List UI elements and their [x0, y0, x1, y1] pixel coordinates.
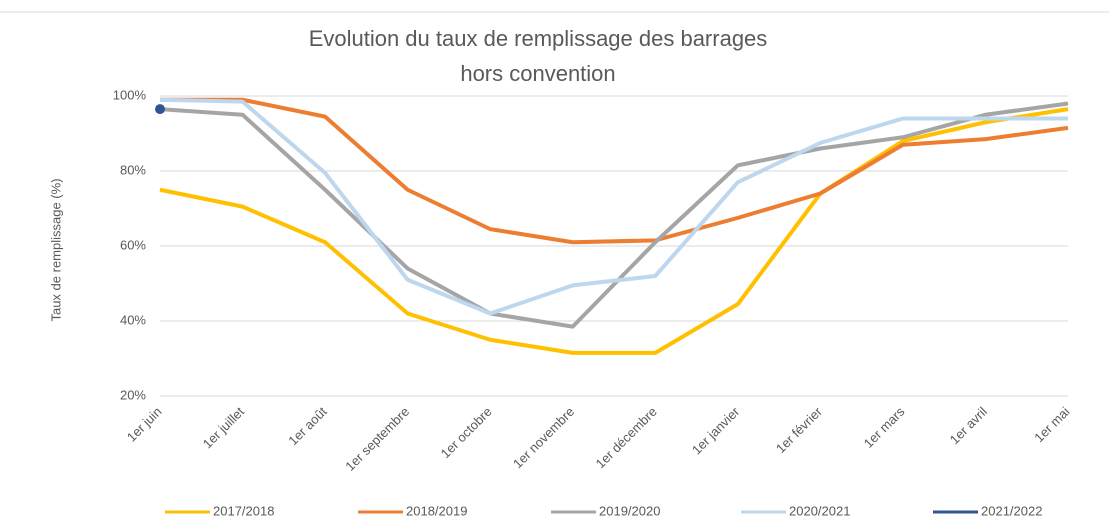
- x-tick-label: 1er janvier: [689, 403, 743, 457]
- y-tick-label: 40%: [120, 312, 146, 327]
- x-tick-label: 1er juillet: [200, 404, 248, 452]
- x-tick-label: 1er octobre: [438, 404, 495, 461]
- legend-label: 2021/2022: [981, 503, 1042, 518]
- y-tick-label: 60%: [120, 237, 146, 252]
- series-line: [160, 97, 1069, 245]
- legend-label: 2018/2019: [406, 503, 467, 518]
- y-tick-label: 80%: [120, 162, 146, 177]
- x-tick-label: 1er juin: [124, 404, 165, 445]
- legend-label: 2020/2021: [789, 503, 850, 518]
- chart-title: hors convention: [460, 61, 615, 86]
- x-tick-label: 1er mai: [1031, 404, 1072, 445]
- x-tick-label: 1er avril: [947, 404, 990, 447]
- x-tick-label: 1er août: [285, 404, 330, 449]
- series-line: [159, 97, 1068, 316]
- legend-label: 2017/2018: [213, 503, 274, 518]
- series-line: [159, 107, 1069, 355]
- y-axis-label: Taux de remplissage (%): [48, 178, 63, 321]
- x-tick-label: 1er septembre: [342, 404, 412, 474]
- y-tick-label: 20%: [120, 387, 146, 402]
- x-tick-label: 1er mars: [861, 404, 908, 451]
- data-point: [155, 104, 165, 115]
- series-line: [159, 101, 1069, 329]
- x-tick-label: 1er février: [773, 403, 825, 455]
- x-tick-label: 1er novembre: [510, 404, 577, 471]
- legend-label: 2019/2020: [599, 503, 660, 518]
- y-tick-label: 100%: [113, 87, 147, 102]
- x-tick-label: 1er décembre: [592, 404, 659, 471]
- chart-title: Evolution du taux de remplissage des bar…: [309, 26, 768, 51]
